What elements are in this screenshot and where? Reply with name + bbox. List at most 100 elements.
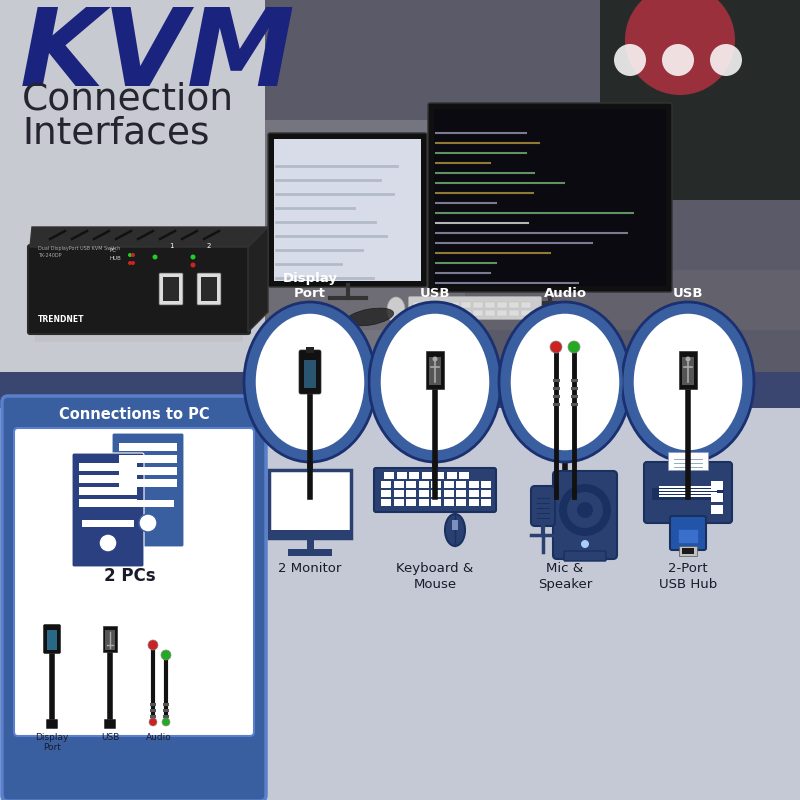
Bar <box>0 400 800 800</box>
Bar <box>711 493 723 502</box>
Circle shape <box>139 514 157 532</box>
Bar <box>521 302 531 308</box>
Bar <box>652 488 724 500</box>
Ellipse shape <box>622 302 754 462</box>
FancyBboxPatch shape <box>2 396 266 800</box>
Ellipse shape <box>379 312 491 452</box>
Bar <box>553 379 559 382</box>
Bar <box>600 0 800 200</box>
Bar <box>443 481 454 488</box>
Bar <box>163 709 169 712</box>
Bar <box>485 310 495 316</box>
Circle shape <box>190 254 195 259</box>
Ellipse shape <box>509 312 621 452</box>
Bar <box>456 481 466 488</box>
Bar <box>485 302 495 308</box>
Bar <box>437 310 447 316</box>
Circle shape <box>662 44 694 76</box>
FancyBboxPatch shape <box>269 470 351 538</box>
Ellipse shape <box>244 302 376 462</box>
FancyBboxPatch shape <box>105 719 115 729</box>
Polygon shape <box>248 227 268 332</box>
Bar <box>119 455 177 463</box>
Bar <box>469 499 478 506</box>
Bar <box>150 715 156 718</box>
Bar <box>446 472 457 479</box>
Bar <box>469 481 478 488</box>
Bar <box>82 520 134 527</box>
Bar <box>381 481 391 488</box>
Bar <box>509 310 519 316</box>
Bar <box>711 481 723 490</box>
Bar <box>426 351 444 389</box>
Bar <box>682 357 694 385</box>
Text: Interfaces: Interfaces <box>22 115 210 151</box>
Text: Keyboard &
Mouse: Keyboard & Mouse <box>396 562 474 591</box>
Bar <box>425 310 435 316</box>
Bar <box>431 490 441 497</box>
Circle shape <box>625 0 735 95</box>
Text: Display
Port: Display Port <box>35 733 69 752</box>
FancyBboxPatch shape <box>428 103 672 292</box>
Bar <box>79 463 137 471</box>
Bar <box>163 277 179 301</box>
Bar <box>273 474 347 534</box>
Bar <box>509 302 519 308</box>
Circle shape <box>686 357 690 362</box>
Bar <box>473 302 483 308</box>
Bar <box>425 302 435 308</box>
FancyBboxPatch shape <box>670 516 706 550</box>
Text: 2 PCs: 2 PCs <box>104 567 156 585</box>
Bar <box>711 505 723 514</box>
Bar <box>79 487 137 495</box>
Bar <box>418 499 429 506</box>
Bar <box>418 490 429 497</box>
Bar <box>449 310 459 316</box>
Circle shape <box>128 253 132 257</box>
Bar <box>265 0 800 400</box>
FancyBboxPatch shape <box>374 468 496 512</box>
Bar <box>269 530 351 538</box>
Bar <box>521 310 531 316</box>
Bar <box>659 495 717 497</box>
FancyBboxPatch shape <box>644 462 732 523</box>
Bar <box>431 499 441 506</box>
FancyBboxPatch shape <box>72 453 144 567</box>
Bar <box>105 630 115 650</box>
Bar <box>553 395 559 398</box>
Text: USB: USB <box>420 287 450 300</box>
Bar <box>497 310 507 316</box>
Bar <box>201 277 217 301</box>
Ellipse shape <box>369 302 501 462</box>
Bar <box>434 109 666 286</box>
Text: Audio: Audio <box>543 287 586 300</box>
Text: USB: USB <box>673 287 703 300</box>
Text: Dual DisplayPort USB KVM Switch: Dual DisplayPort USB KVM Switch <box>38 246 120 251</box>
Bar <box>678 529 698 543</box>
Text: KVM: KVM <box>20 3 296 109</box>
Text: TK-240DP: TK-240DP <box>38 253 62 258</box>
Bar <box>0 372 800 408</box>
Circle shape <box>710 44 742 76</box>
Circle shape <box>567 492 603 528</box>
FancyBboxPatch shape <box>531 486 555 526</box>
Bar <box>119 467 177 475</box>
Bar <box>659 486 717 488</box>
Polygon shape <box>30 227 268 247</box>
Bar <box>443 490 454 497</box>
Bar <box>103 626 117 652</box>
Bar <box>461 302 471 308</box>
FancyBboxPatch shape <box>159 273 183 305</box>
FancyBboxPatch shape <box>409 297 542 319</box>
Bar <box>397 472 406 479</box>
Bar <box>381 499 391 506</box>
Bar <box>679 351 697 389</box>
Text: 2: 2 <box>207 243 211 249</box>
Bar <box>0 0 265 400</box>
Bar <box>79 499 137 507</box>
Text: Connection: Connection <box>22 82 234 118</box>
Bar <box>150 709 156 712</box>
Bar <box>79 475 137 483</box>
Bar <box>122 500 174 507</box>
Bar <box>443 499 454 506</box>
